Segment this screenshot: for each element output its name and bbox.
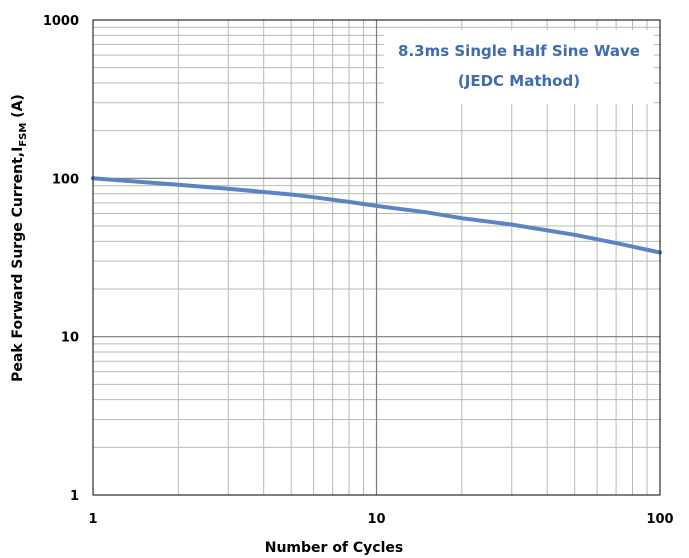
y-tick-label: 10 — [61, 331, 79, 346]
x-tick-label: 1 — [88, 512, 97, 527]
annotation-box: 8.3ms Single Half Sine Wave (JEDC Mathod… — [384, 30, 654, 104]
y-axis-label-main: Peak Forward Surge Current,I — [10, 147, 26, 382]
y-tick-label: 100 — [52, 172, 79, 187]
y-axis-label: Peak Forward Surge Current,IFSM (A) — [10, 94, 29, 382]
plot-frame — [92, 19, 661, 496]
x-tick-label: 100 — [646, 512, 673, 527]
series-layer — [91, 176, 662, 255]
x-tick-label: 10 — [367, 512, 385, 527]
annotation-line-1: 8.3ms Single Half Sine Wave — [398, 42, 640, 60]
annotation-line-2: (JEDC Mathod) — [458, 72, 580, 90]
x-axis-label: Number of Cycles — [265, 540, 403, 556]
x-tick-labels: 1 10 100 — [88, 512, 673, 527]
y-tick-labels: 1 10 100 1000 — [43, 14, 79, 504]
series-line-0 — [91, 176, 662, 255]
y-axis-label-unit: (A) — [10, 94, 26, 123]
major-gridlines — [93, 20, 660, 495]
y-tick-label: 1 — [70, 489, 79, 504]
y-axis-label-subscript: FSM — [18, 123, 29, 147]
y-tick-label: 1000 — [43, 14, 79, 29]
